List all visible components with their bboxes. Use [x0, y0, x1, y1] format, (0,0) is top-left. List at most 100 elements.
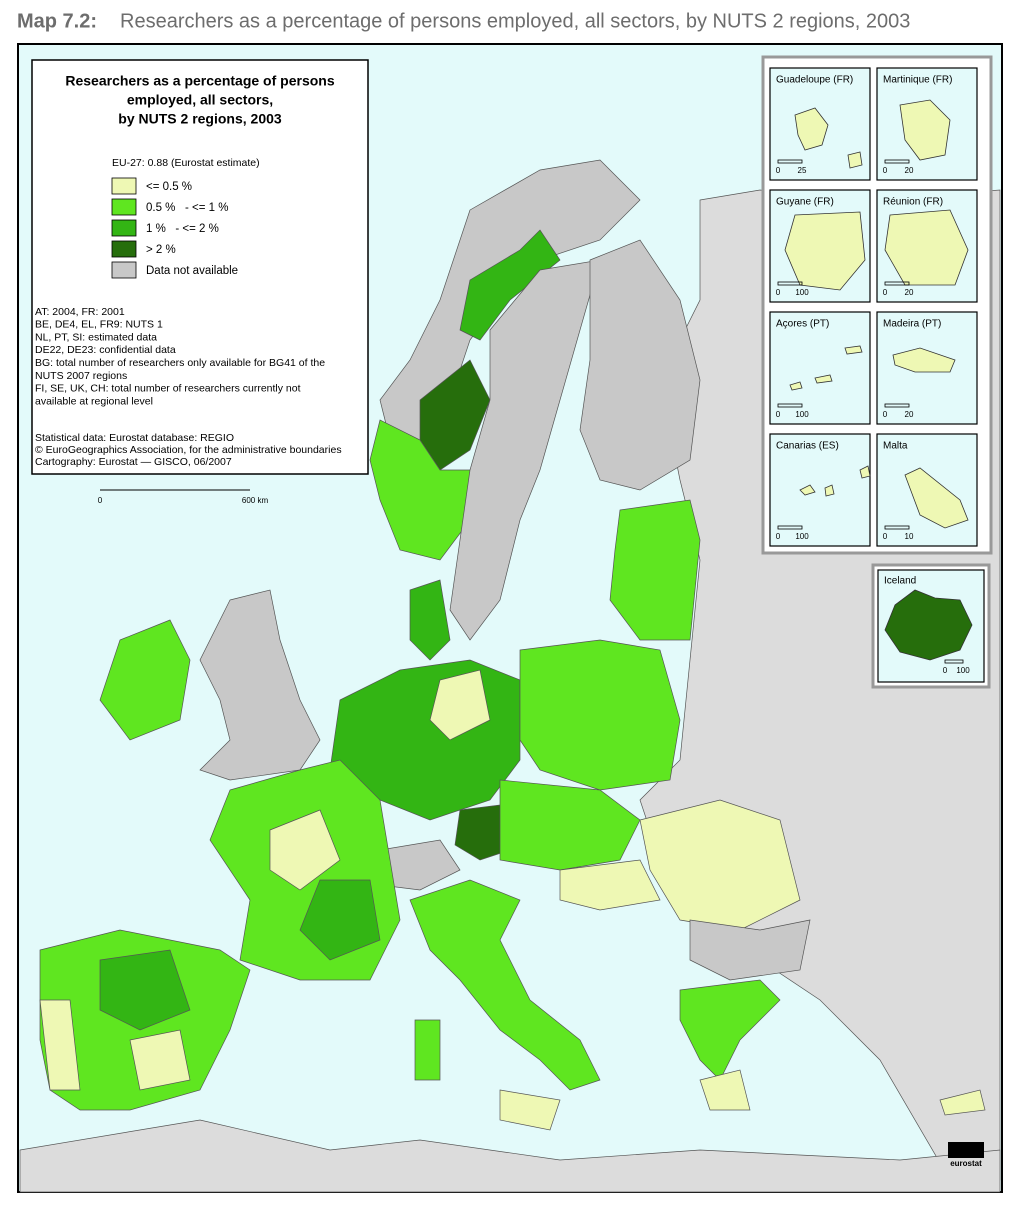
inset-land — [884, 209, 969, 286]
legend-swatch — [111, 261, 137, 279]
region — [199, 589, 321, 781]
inset-scale-start: 0 — [776, 166, 781, 175]
legend-label: Data not available — [146, 265, 238, 277]
region — [39, 999, 81, 1091]
inset-land — [884, 589, 973, 661]
legend-note: BE, DE4, EL, FR9: NUTS 1 — [35, 319, 163, 331]
inset-scale-end: 100 — [795, 532, 809, 541]
inset-label: Malta — [883, 441, 908, 452]
inset-label: Martinique (FR) — [883, 75, 952, 86]
inset-land — [899, 99, 951, 161]
legend-note: BG: total number of researchers only ava… — [35, 357, 325, 369]
inset-scale-bar — [777, 281, 803, 286]
legend-source: Statistical data: Eurostat database: REG… — [35, 432, 234, 444]
legend-label: 0.5 % - <= 1 % — [146, 202, 228, 214]
inset-scale-start: 0 — [883, 532, 888, 541]
region — [429, 669, 491, 741]
legend-title: by NUTS 2 regions, 2003 — [118, 111, 282, 127]
inset-scale-start: 0 — [776, 288, 781, 297]
legend-note: FI, SE, UK, CH: total number of research… — [35, 383, 301, 395]
legend-title: Researchers as a percentage of persons — [65, 73, 334, 89]
inset-scale-start: 0 — [943, 666, 948, 675]
region — [299, 879, 381, 961]
inset-scale-end: 100 — [795, 288, 809, 297]
inset-box — [769, 433, 871, 547]
inset-scale-bar — [884, 403, 910, 408]
region — [414, 1019, 441, 1081]
inset-scale-end: 100 — [956, 666, 970, 675]
legend-note: NL, PT, SI: estimated data — [35, 331, 157, 343]
legend-swatch — [111, 177, 137, 195]
legend-note: available at regional level — [35, 395, 153, 407]
region — [129, 1029, 191, 1091]
inset-land — [784, 211, 866, 291]
inset-scale-bar — [884, 159, 910, 164]
region — [689, 919, 811, 981]
inset-scale-end: 10 — [905, 532, 914, 541]
region — [499, 779, 641, 871]
inset-land — [892, 347, 956, 373]
inset-scale-start: 0 — [776, 410, 781, 419]
region — [699, 1069, 751, 1111]
region — [409, 879, 601, 1091]
inset-scale-bar — [777, 159, 803, 164]
inset-scale-bar — [884, 281, 910, 286]
inset-box — [769, 311, 871, 425]
legend-label: <= 0.5 % — [146, 181, 192, 193]
inset-scale-start: 0 — [883, 288, 888, 297]
inset-scale-end: 25 — [798, 166, 807, 175]
inset-scale-bar — [884, 525, 910, 530]
inset-scale-bar — [944, 659, 964, 664]
inset-scale-bar — [777, 403, 803, 408]
inset-label: Açores (PT) — [776, 319, 829, 330]
legend-label: 1 % - <= 2 % — [146, 223, 219, 235]
inset-land — [904, 467, 969, 529]
inset-label: Réunion (FR) — [883, 197, 943, 208]
legend-swatch — [111, 240, 137, 258]
eu-note: EU-27: 0.88 (Eurostat estimate) — [112, 157, 260, 169]
inset-label: Guyane (FR) — [776, 197, 834, 208]
inset-label: Iceland — [884, 576, 916, 587]
logo-mark — [948, 1142, 984, 1158]
legend-note: NUTS 2007 regions — [35, 370, 127, 382]
region — [269, 809, 341, 891]
inset-label: Canarias (ES) — [776, 441, 839, 452]
legend-note: DE22, DE23: confidential data — [35, 344, 176, 356]
legend-swatch — [111, 219, 137, 237]
inset-land — [794, 107, 863, 169]
region — [519, 639, 681, 791]
non-eu-land — [19, 1119, 1001, 1193]
scale-start: 0 — [98, 496, 103, 505]
inset-box — [876, 433, 978, 547]
inset-scale-end: 20 — [905, 410, 914, 419]
region — [369, 419, 471, 561]
inset-land — [789, 345, 863, 391]
inset-scale-end: 20 — [905, 288, 914, 297]
map-number: Map 7.2: — [17, 10, 97, 32]
region — [639, 799, 801, 931]
inset-scale-start: 0 — [883, 166, 888, 175]
inset-scale-bar — [777, 525, 803, 530]
map-title: Researchers as a percentage of persons e… — [120, 10, 910, 32]
inset-scale-end: 20 — [905, 166, 914, 175]
region — [679, 979, 781, 1081]
region — [99, 619, 191, 741]
region — [499, 1089, 561, 1131]
region — [609, 499, 701, 641]
region — [579, 239, 701, 491]
logo: eurostat — [950, 1159, 982, 1168]
region — [939, 1089, 986, 1116]
inset-scale-end: 100 — [795, 410, 809, 419]
inset-land — [799, 465, 871, 497]
legend-source: © EuroGeographics Association, for the a… — [35, 444, 342, 456]
inset-label: Madeira (PT) — [883, 319, 941, 330]
inset-scale-start: 0 — [776, 532, 781, 541]
legend-box — [31, 59, 369, 475]
region — [409, 579, 451, 661]
inset-scale-start: 0 — [883, 410, 888, 419]
legend-note: AT: 2004, FR: 2001 — [35, 306, 125, 318]
scale-end: 600 km — [242, 496, 269, 505]
region — [559, 859, 661, 911]
legend-swatch — [111, 198, 137, 216]
